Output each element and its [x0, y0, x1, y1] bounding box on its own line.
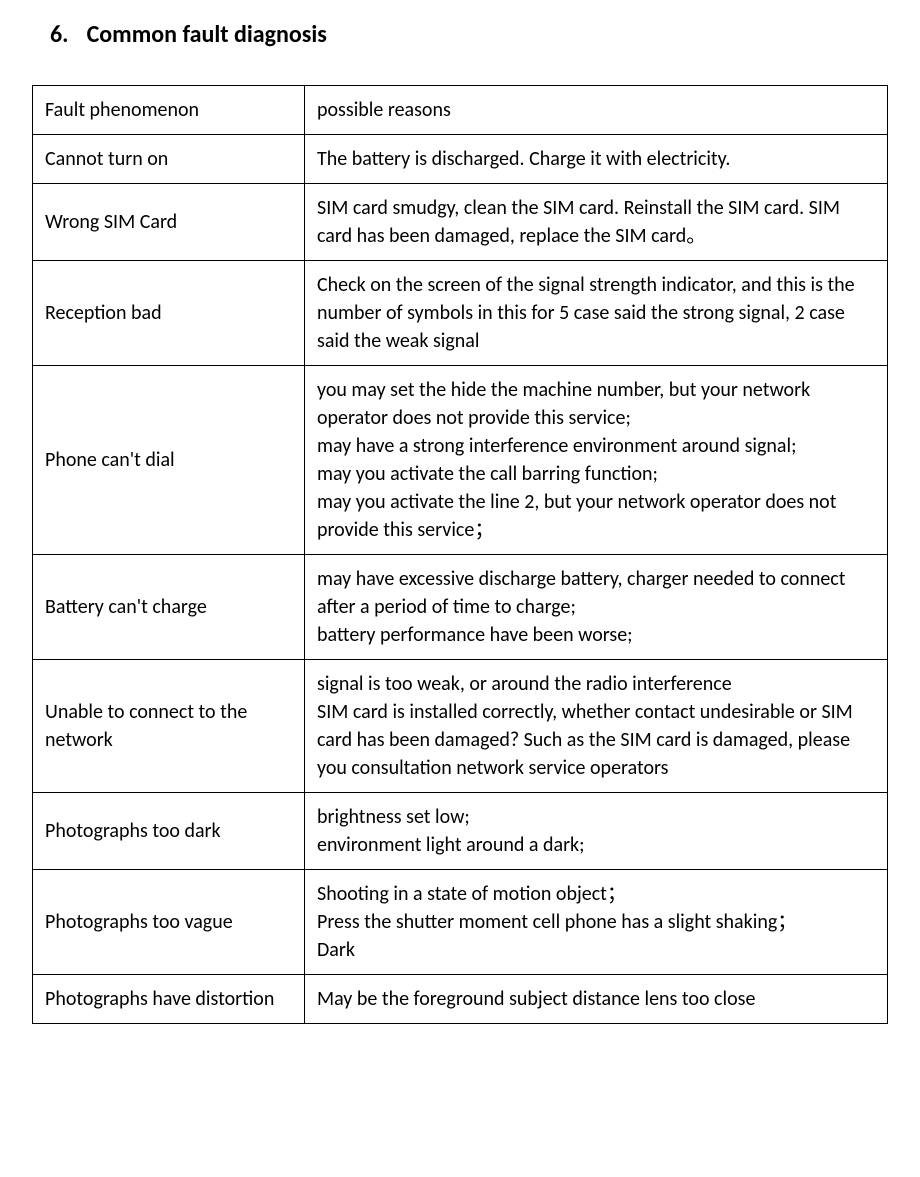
fault-cell: Photographs too vague [33, 870, 305, 975]
table-row: Photographs too dark brightness set low;… [33, 793, 888, 870]
fault-diagnosis-table: Fault phenomenon possible reasons Cannot… [32, 85, 888, 1024]
reason-cell: you may set the hide the machine number,… [305, 366, 888, 555]
table-row: Photographs too vague Shooting in a stat… [33, 870, 888, 975]
fault-cell: Photographs have distortion [33, 975, 305, 1024]
section-number: 6. [50, 20, 69, 49]
fault-cell: Unable to connect to the network [33, 660, 305, 793]
header-fault: Fault phenomenon [33, 86, 305, 135]
fault-cell: Wrong SIM Card [33, 184, 305, 261]
fault-cell: Phone can't dial [33, 366, 305, 555]
section-heading: 6. Common fault diagnosis [32, 20, 888, 49]
header-reason: possible reasons [305, 86, 888, 135]
reason-cell: brightness set low; environment light ar… [305, 793, 888, 870]
reason-cell: May be the foreground subject distance l… [305, 975, 888, 1024]
table-row: Cannot turn on The battery is discharged… [33, 135, 888, 184]
reason-cell: Shooting in a state of motion object； Pr… [305, 870, 888, 975]
table-row: Phone can't dial you may set the hide th… [33, 366, 888, 555]
table-row: Photographs have distortion May be the f… [33, 975, 888, 1024]
reason-cell: The battery is discharged. Charge it wit… [305, 135, 888, 184]
reason-cell: Check on the screen of the signal streng… [305, 261, 888, 366]
table-row: Reception bad Check on the screen of the… [33, 261, 888, 366]
fault-cell: Photographs too dark [33, 793, 305, 870]
reason-cell: signal is too weak, or around the radio … [305, 660, 888, 793]
table-row: Battery can't charge may have excessive … [33, 555, 888, 660]
table-row: Unable to connect to the network signal … [33, 660, 888, 793]
fault-cell: Cannot turn on [33, 135, 305, 184]
reason-cell: may have excessive discharge battery, ch… [305, 555, 888, 660]
section-title: Common fault diagnosis [87, 20, 327, 49]
fault-cell: Battery can't charge [33, 555, 305, 660]
reason-cell: SIM card smudgy, clean the SIM card. Rei… [305, 184, 888, 261]
table-header-row: Fault phenomenon possible reasons [33, 86, 888, 135]
fault-cell: Reception bad [33, 261, 305, 366]
table-row: Wrong SIM Card SIM card smudgy, clean th… [33, 184, 888, 261]
